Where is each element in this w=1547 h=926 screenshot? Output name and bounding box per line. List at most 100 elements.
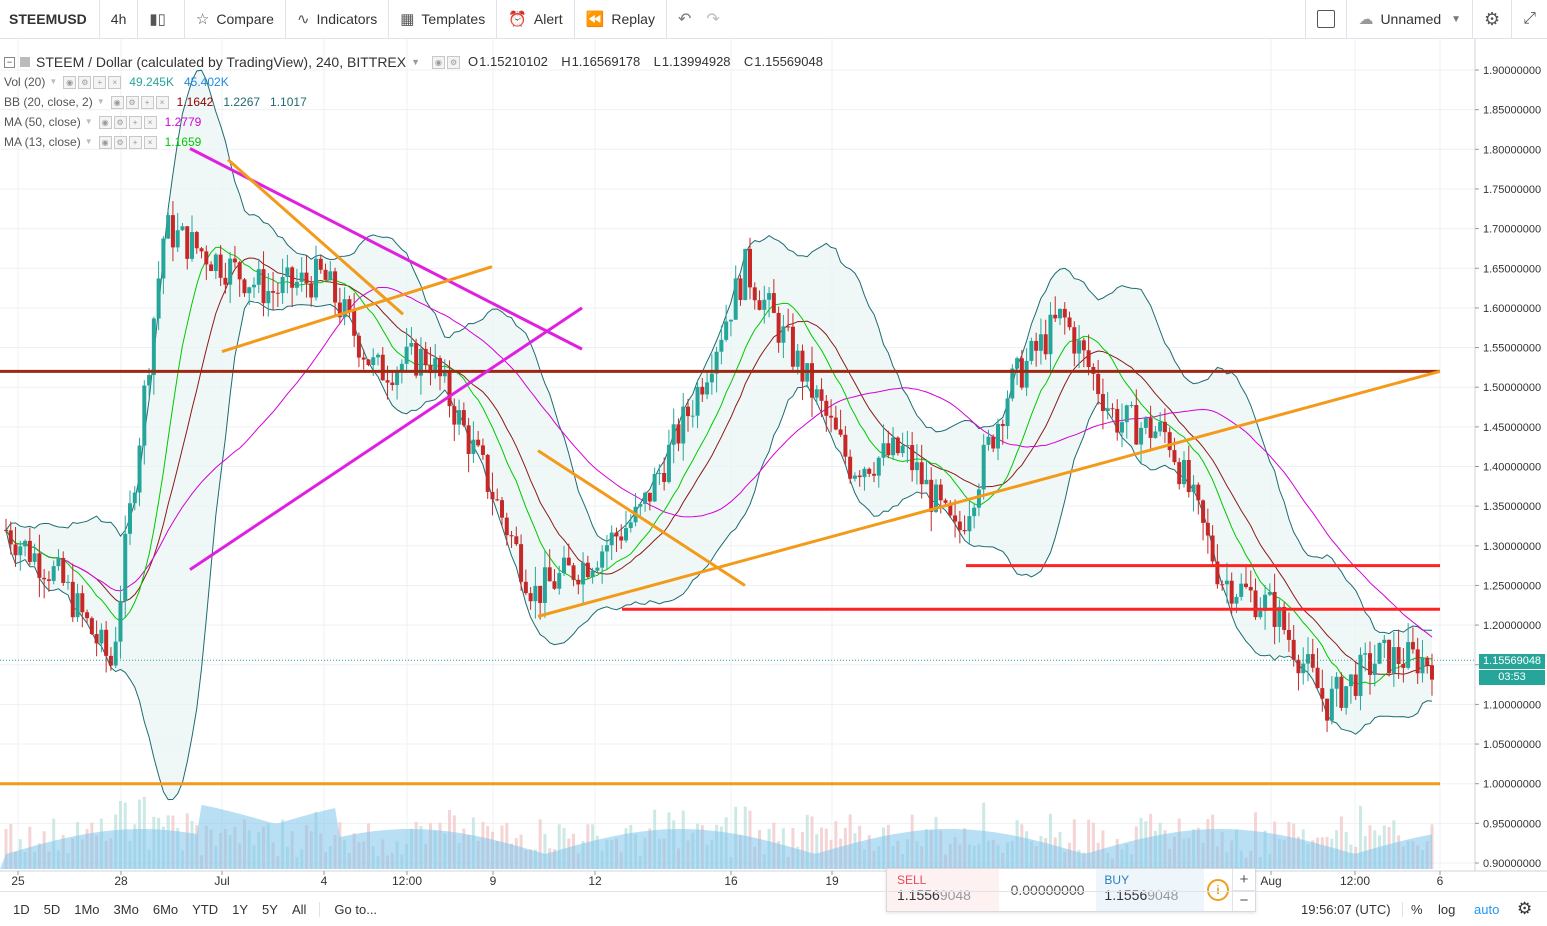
indicators-button[interactable]: ∿ Indicators [286,0,390,38]
close-icon[interactable]: × [143,115,157,129]
candle-body [223,277,228,285]
log-toggle[interactable]: log [1438,901,1456,917]
range-button-6mo[interactable]: 6Mo [152,901,179,917]
templates-button[interactable]: ▦ Templates [389,0,498,38]
settings-icon[interactable]: ⚙ [125,95,139,109]
range-button-3mo[interactable]: 3Mo [113,901,139,917]
chart-area[interactable]: 1.90000000 1.85000000 1.80000000 1.75000000… [0,39,1547,889]
volume-bar [815,834,819,869]
close-icon[interactable]: × [155,95,169,109]
chart-style-button[interactable]: ▮▯ [138,0,185,38]
price-tick-label: 1.90000000 [1483,65,1541,77]
candle-body [428,365,433,374]
legend-actions[interactable]: ◉ ⚙ [432,55,461,69]
candle-body [175,230,180,248]
range-button-5d[interactable]: 5D [43,901,61,917]
eye-icon[interactable]: ◉ [63,75,77,89]
price-tick-label: 1.40000000 [1483,462,1541,474]
volume-bar [820,827,824,869]
candle-body [337,302,342,318]
settings-icon[interactable]: ⚙ [113,135,127,149]
symbol-search[interactable]: STEEMUSD [0,0,100,38]
compare-button[interactable]: ☆ Compare [185,0,286,38]
replay-button[interactable]: ⏪ Replay [575,0,667,38]
fullscreen-toggle-button[interactable] [1305,0,1348,38]
candle-body [814,389,819,398]
indicator-name[interactable]: MA (50, close) [4,115,81,129]
candle-body [1010,368,1015,399]
indicator-actions[interactable]: ◉ ⚙ + × [98,115,157,129]
chevron-down-icon[interactable]: ▼ [96,97,105,106]
legend-dropdown-icon[interactable]: ▼ [411,57,421,67]
candle-body [943,500,948,503]
candle-body [232,258,237,263]
minus-icon[interactable]: − [1239,892,1249,910]
chevron-down-icon[interactable]: ▼ [84,137,93,146]
settings-icon[interactable]: ⚙ [78,75,92,89]
eye-icon[interactable]: ◉ [432,55,446,69]
candle-body [886,443,891,456]
plus-icon[interactable]: + [128,115,142,129]
candle-body [132,492,137,504]
expand-button[interactable]: ⤢ [1512,0,1547,38]
close-icon[interactable]: × [143,135,157,149]
volume-bar [557,824,561,869]
chevron-down-icon[interactable]: ▼ [84,117,93,126]
trade-panel: SELL 1.15569048 0.00000000 BUY 1.1556904… [886,868,1256,912]
candle-body [757,300,762,310]
plus-icon[interactable]: + [93,75,107,89]
candle-body [13,544,18,556]
range-button-1d[interactable]: 1D [13,901,30,917]
eye-icon[interactable]: ◉ [98,115,112,129]
range-button-1y[interactable]: 1Y [232,901,249,917]
settings-button[interactable]: ⚙ [1473,0,1513,38]
auto-toggle[interactable]: auto [1474,901,1500,917]
eye-icon[interactable]: ◉ [98,135,112,149]
info-button[interactable]: i [1204,869,1232,911]
volume-ma-area [0,805,1432,869]
indicator-actions[interactable]: ◉ ⚙ + × [110,95,169,109]
settings-icon[interactable]: ⚙ [447,55,461,69]
quantity-stepper[interactable]: + − [1232,869,1255,911]
range-button-1mo[interactable]: 1Mo [74,901,100,917]
range-button-ytd[interactable]: YTD [192,901,219,917]
close-value: 1.15569048 [754,54,823,69]
collapse-icon[interactable]: − [4,56,15,68]
sell-button[interactable]: SELL 1.15569048 [887,869,999,911]
indicator-value: 49.245K [129,75,174,89]
candle-body [552,581,557,589]
chart-settings-button[interactable]: ⚙ [1510,899,1539,919]
candle-body [113,641,118,666]
interval-button[interactable]: 4h [100,0,139,38]
candle-body [1100,394,1105,412]
redo-button[interactable]: ↷ [702,0,730,38]
range-button-all[interactable]: All [291,901,307,917]
plus-icon[interactable]: + [128,135,142,149]
candle-body [1344,686,1349,708]
plus-icon[interactable]: + [1233,869,1255,891]
percent-toggle[interactable]: % [1402,901,1430,917]
eye-icon[interactable]: ◉ [110,95,124,109]
indicator-actions[interactable]: ◉ ⚙ + × [63,75,122,89]
price-chart[interactable]: 1.90000000 1.85000000 1.80000000 1.75000000… [0,39,1547,889]
candle-body [1415,649,1420,674]
candle-body [1158,421,1163,432]
indicator-name[interactable]: MA (13, close) [4,135,81,149]
goto-button[interactable]: Go to... [319,901,384,917]
undo-button[interactable]: ↶ [667,0,702,38]
close-icon[interactable]: × [108,75,122,89]
candle-body [433,358,438,374]
chevron-down-icon[interactable]: ▼ [49,77,58,86]
candle-body [323,269,328,280]
plus-icon[interactable]: + [140,95,154,109]
candle-body [376,354,380,358]
indicator-name[interactable]: BB (20, close, 2) [4,95,93,109]
buy-button[interactable]: BUY 1.15569048 [1096,869,1205,911]
candle-body [404,346,409,364]
layout-save-button[interactable]: ☁ Unnamed ▼ [1347,0,1474,38]
indicator-name[interactable]: Vol (20) [4,75,46,89]
alert-button[interactable]: ⏰ Alert [497,0,575,38]
indicator-actions[interactable]: ◉ ⚙ + × [98,135,157,149]
range-button-5y[interactable]: 5Y [262,901,278,917]
settings-icon[interactable]: ⚙ [113,115,127,129]
